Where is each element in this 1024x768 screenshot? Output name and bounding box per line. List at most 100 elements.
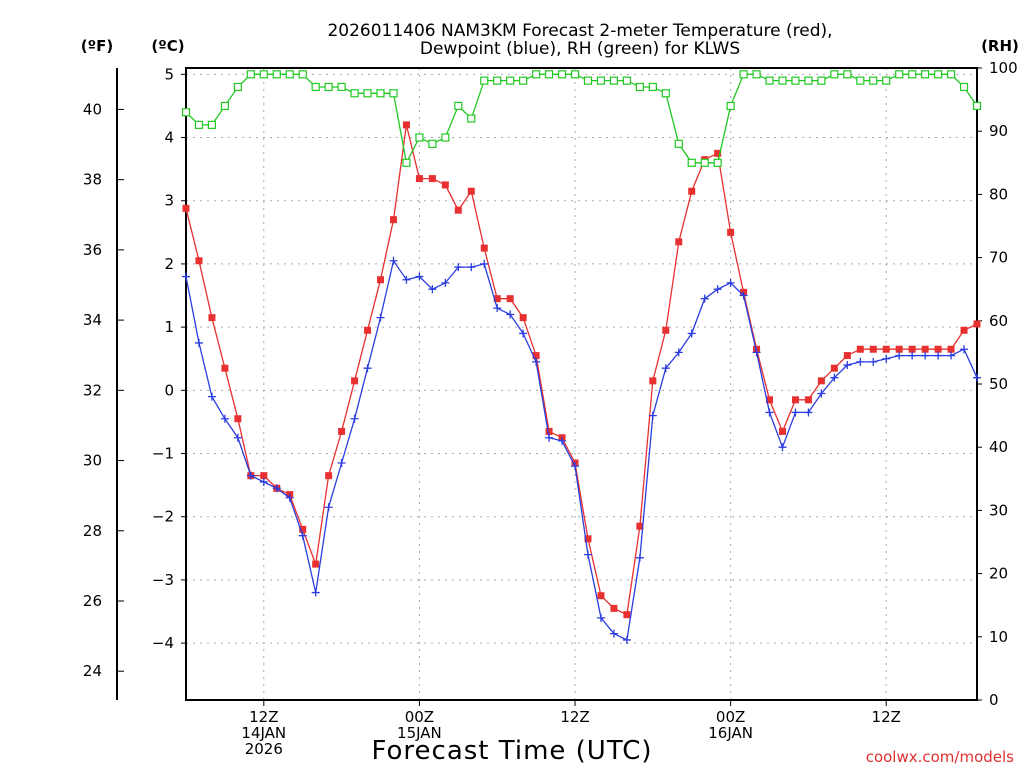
rh-point <box>959 82 969 92</box>
rh-point <box>350 89 359 98</box>
x-tick-label: 12Z <box>249 708 278 726</box>
temperature-point <box>532 352 540 360</box>
dewpoint-point <box>700 294 709 303</box>
dewpoint-point <box>674 348 683 357</box>
dewpoint-point <box>856 357 865 366</box>
dewpoint-point <box>648 411 657 420</box>
grid-lines <box>186 68 977 700</box>
dewpoint-point <box>973 373 981 382</box>
rh-point <box>583 76 593 85</box>
temperature-point <box>428 175 436 183</box>
rh-point <box>194 120 204 129</box>
x-tick-label: 2026 <box>245 740 283 758</box>
dewpoint-point <box>285 493 294 502</box>
rh-point <box>791 76 800 85</box>
rh-point <box>804 76 813 85</box>
rh-point <box>298 70 307 79</box>
rh-point <box>687 158 696 167</box>
dewpoint-point <box>519 329 528 338</box>
dewpoint-point <box>726 278 735 287</box>
fahrenheit-tick-label: 40 <box>83 100 102 118</box>
temperature-point <box>454 206 462 214</box>
rh-point <box>869 76 878 85</box>
rh-point <box>415 133 424 142</box>
x-tick-label: 15JAN <box>397 724 442 742</box>
rh-point <box>713 158 722 167</box>
temperature-point <box>441 181 449 189</box>
dewpoint-point <box>895 351 904 360</box>
rh-point <box>467 114 476 123</box>
dewpoint-point <box>882 354 891 363</box>
dewpoint-point <box>272 484 281 493</box>
rh-tick-label: 100 <box>989 59 1018 77</box>
temperature-point <box>662 326 670 334</box>
dewpoint-point <box>934 351 943 360</box>
rh-unit-label: (RH) <box>981 37 1019 55</box>
dewpoint-point <box>739 291 748 300</box>
temperature-point <box>584 535 592 543</box>
dewpoint-point <box>921 351 930 360</box>
fahrenheit-tick-label: 36 <box>83 241 102 259</box>
temperature-point <box>364 326 372 334</box>
temperature-point <box>882 345 890 353</box>
dewpoint-point <box>467 263 476 272</box>
temperature-point <box>182 204 190 212</box>
temperature-point <box>260 472 268 480</box>
rh-point <box>544 70 554 79</box>
rh-tick-label: 50 <box>989 375 1008 393</box>
dewpoint-point <box>324 503 333 512</box>
rh-point <box>532 70 541 79</box>
temperature-point <box>856 345 864 353</box>
x-tick-label: 14JAN <box>241 724 286 742</box>
temperature-point <box>325 472 333 480</box>
temperature-point <box>804 396 812 404</box>
dewpoint-point <box>752 348 761 357</box>
x-tick-label: 12Z <box>560 708 589 726</box>
dewpoint-point <box>194 338 203 347</box>
celsius-tick-label: 1 <box>164 318 174 336</box>
rh-point <box>220 101 230 111</box>
rh-point <box>259 70 268 79</box>
dewpoint-point <box>220 414 229 423</box>
celsius-tick-label: −4 <box>152 634 174 652</box>
dewpoint-point <box>246 471 255 480</box>
celsius-unit-label: (ºC) <box>151 37 184 55</box>
dewpoint-point <box>571 462 580 471</box>
rh-point <box>726 101 735 111</box>
rh-point <box>363 89 372 98</box>
rh-tick-label: 80 <box>989 185 1008 203</box>
temperature-point <box>480 244 488 252</box>
data-series <box>181 70 982 644</box>
rh-tick-label: 30 <box>989 501 1008 519</box>
temperature-point <box>351 377 359 385</box>
dewpoint-point <box>778 443 787 452</box>
rh-point <box>272 70 281 79</box>
rh-point <box>817 76 826 85</box>
rh-point <box>454 101 463 111</box>
y-axis-ticks: −4−3−2−101234524262830323436384001020304… <box>83 59 1018 709</box>
temperature-point <box>636 522 644 530</box>
dewpoint-point <box>182 272 190 281</box>
dewpoint-point <box>454 263 463 272</box>
dewpoint-point <box>804 408 813 417</box>
rh-point <box>285 70 294 79</box>
rh-point <box>493 76 502 85</box>
fahrenheit-tick-label: 26 <box>83 592 102 610</box>
temperature-point <box>921 345 929 353</box>
rh-tick-label: 10 <box>989 628 1008 646</box>
dewpoint-point <box>622 635 631 644</box>
dewpoint-point <box>687 329 696 338</box>
temperature-point <box>947 345 955 353</box>
rh-point <box>752 70 761 79</box>
plot-frame <box>185 67 978 701</box>
rh-point <box>570 70 580 79</box>
temperature-point <box>415 175 423 183</box>
temperature-point <box>234 415 242 423</box>
temperature-point <box>727 228 735 236</box>
rh-point <box>895 70 904 79</box>
rh-point <box>376 89 385 98</box>
series-dewpoint <box>182 256 981 644</box>
celsius-tick-label: 2 <box>164 255 174 273</box>
rh-point <box>609 76 619 85</box>
